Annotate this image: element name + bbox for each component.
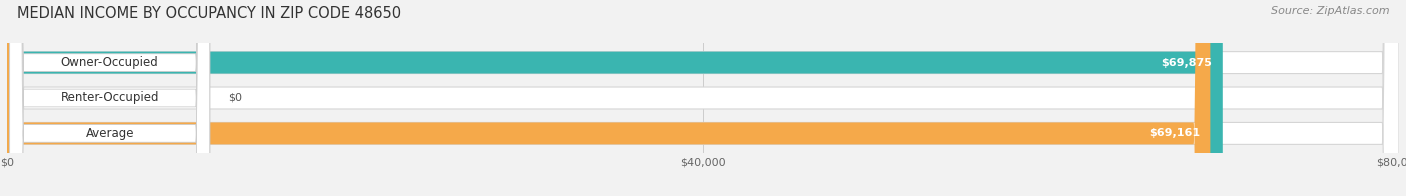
Text: $69,875: $69,875 [1161,58,1212,68]
Text: Owner-Occupied: Owner-Occupied [60,56,159,69]
FancyBboxPatch shape [7,0,1399,196]
FancyBboxPatch shape [10,0,209,196]
FancyBboxPatch shape [7,0,1211,196]
Text: MEDIAN INCOME BY OCCUPANCY IN ZIP CODE 48650: MEDIAN INCOME BY OCCUPANCY IN ZIP CODE 4… [17,6,401,21]
Text: Source: ZipAtlas.com: Source: ZipAtlas.com [1271,6,1389,16]
Text: $0: $0 [228,93,242,103]
FancyBboxPatch shape [10,0,209,196]
FancyBboxPatch shape [7,0,1223,196]
Text: Average: Average [86,127,134,140]
Text: Renter-Occupied: Renter-Occupied [60,92,159,104]
FancyBboxPatch shape [7,0,1399,196]
Text: $69,161: $69,161 [1149,128,1199,138]
FancyBboxPatch shape [7,0,1399,196]
FancyBboxPatch shape [10,0,209,196]
